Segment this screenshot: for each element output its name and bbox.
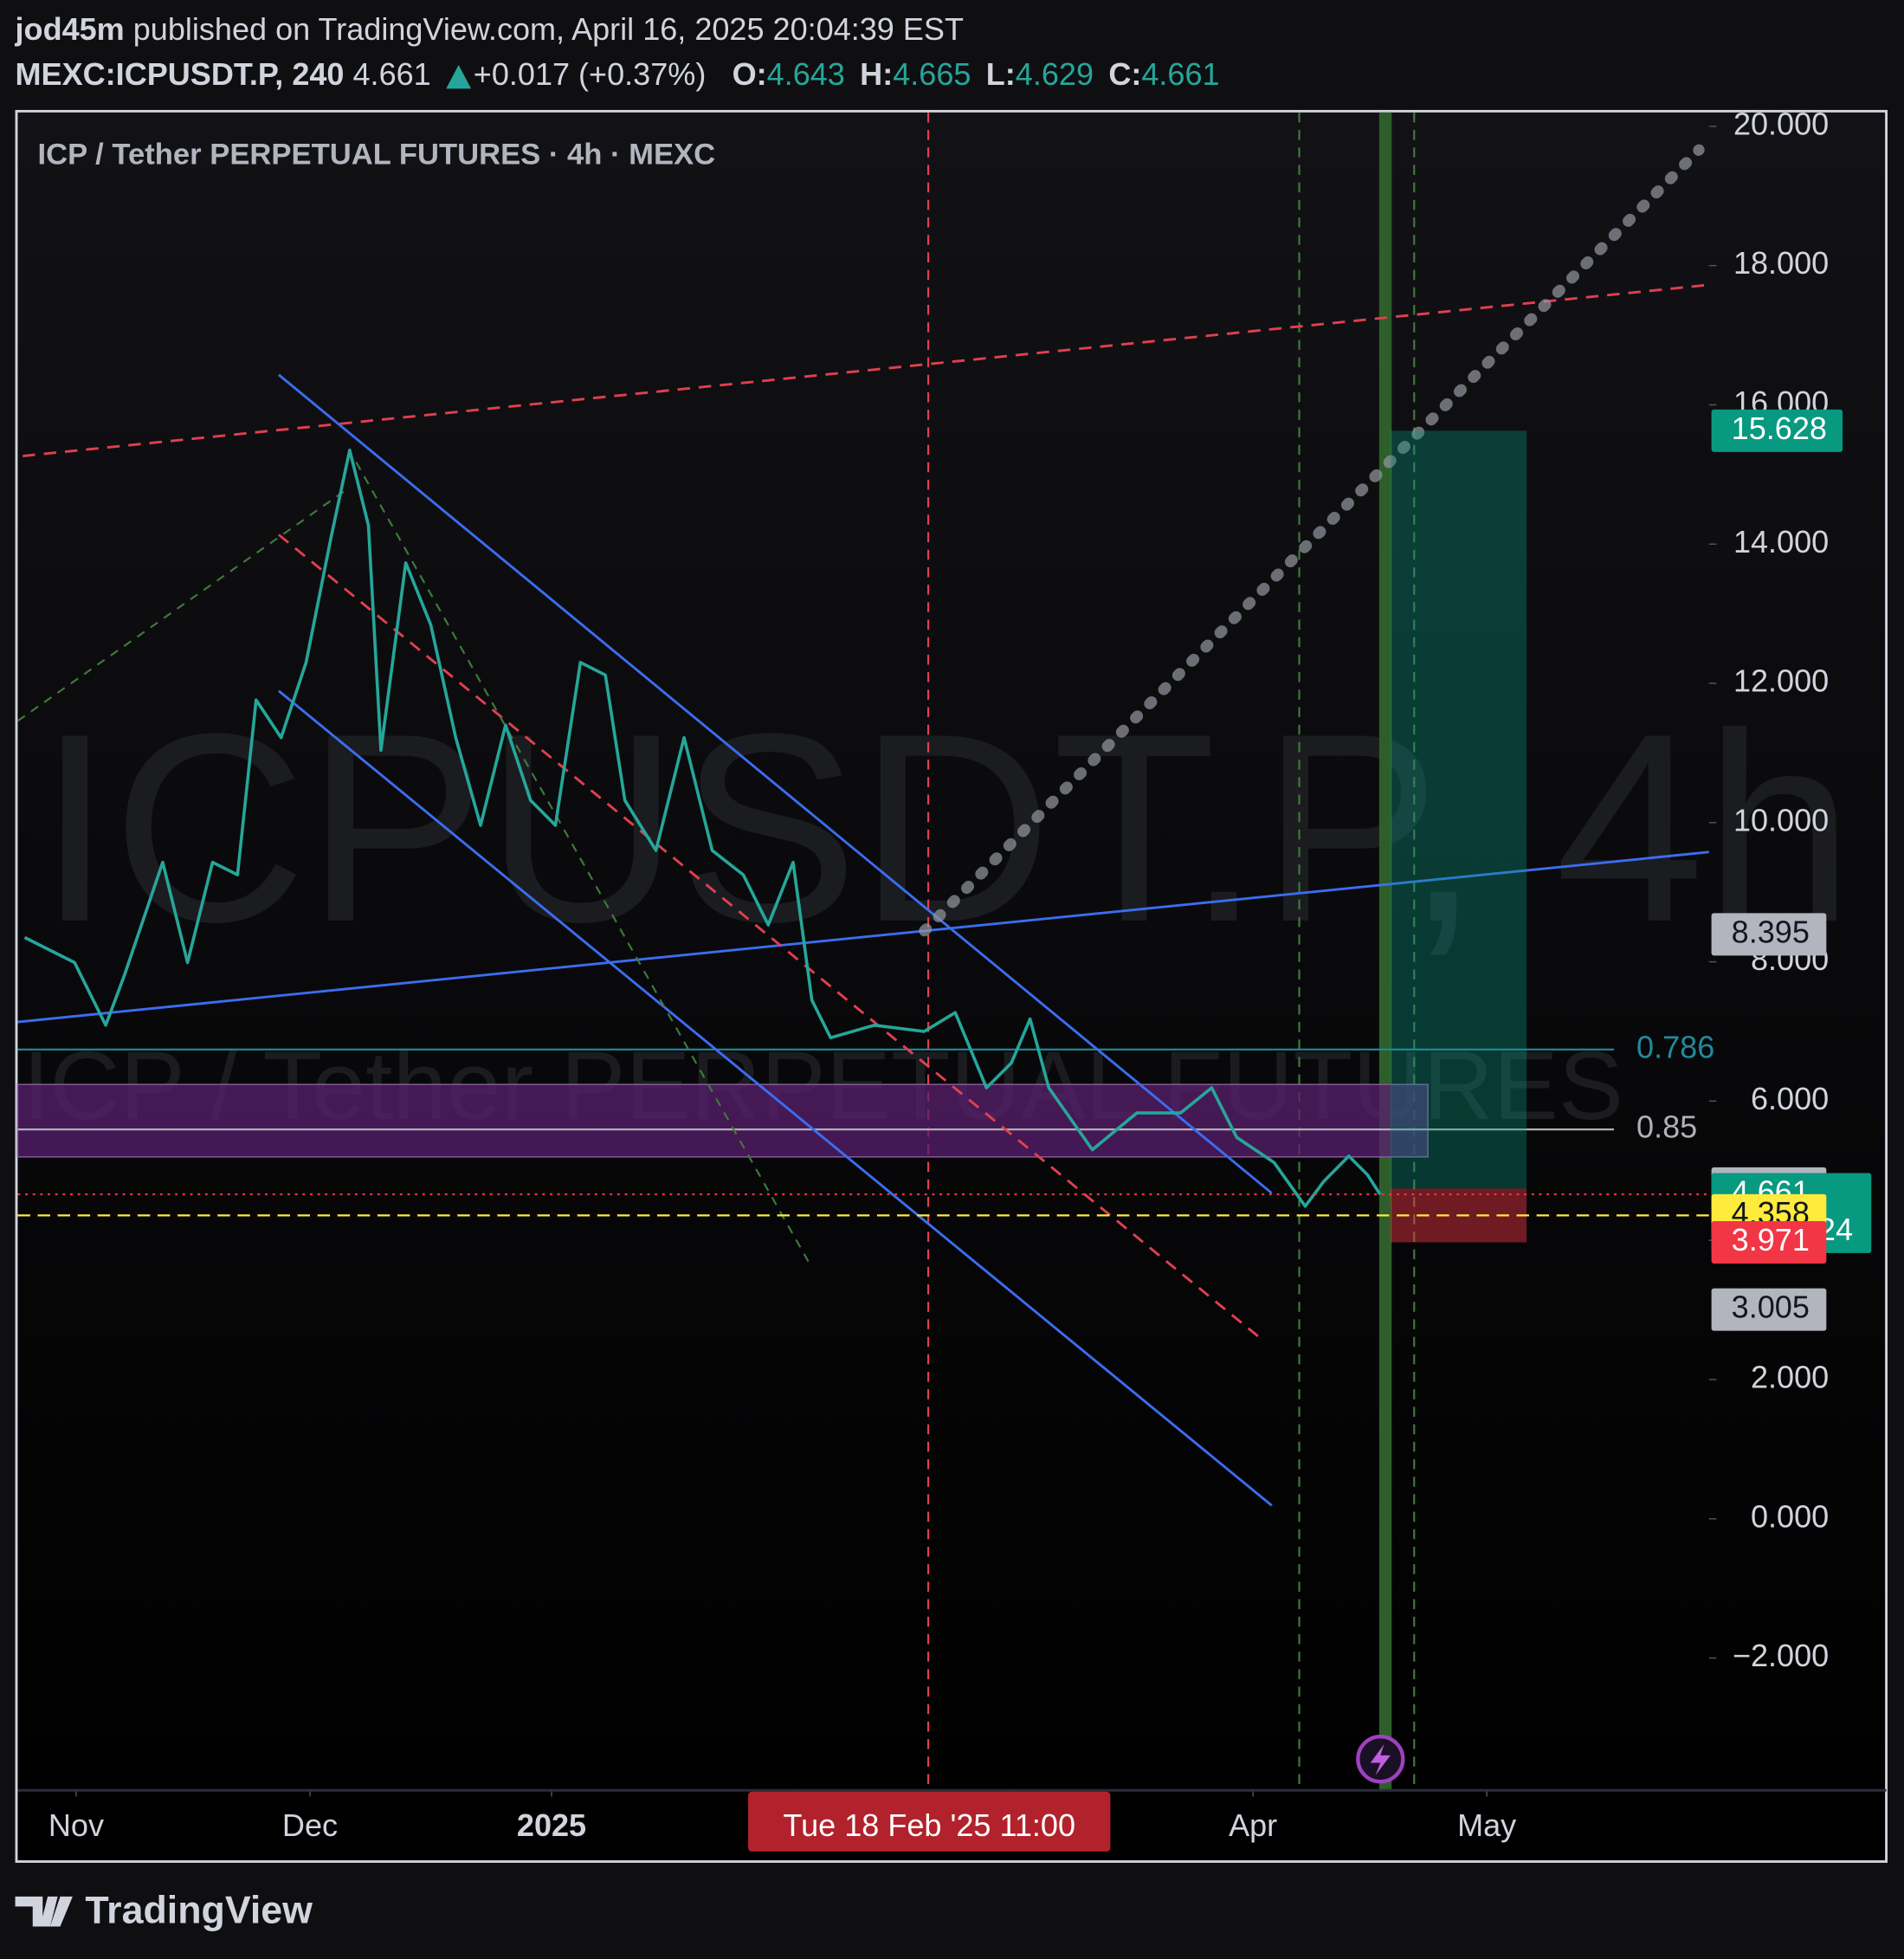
price-label: 8.395 (1732, 914, 1810, 949)
x-tick-label: May (1457, 1807, 1516, 1843)
ohlc-key: O: (733, 56, 767, 92)
publish-line: jod45m published on TradingView.com, Apr… (15, 11, 964, 47)
chart-frame (15, 109, 1888, 1863)
x-tick-label: 2025 (517, 1807, 586, 1843)
channel-line (278, 373, 1273, 1194)
ohlc-text: O:4.643 H:4.665 L:4.629 C:4.661 (733, 56, 1220, 92)
logo-mark (15, 1896, 73, 1927)
ohlc-key: L: (986, 56, 1016, 92)
y-tick-label: 6.000 (1751, 1081, 1829, 1116)
watermark: ICPUSDT.P, 4h (38, 677, 1854, 978)
channel-line (278, 689, 1273, 1507)
y-tick-label: 0.000 (1751, 1498, 1829, 1534)
lightning (1370, 1743, 1391, 1775)
ohlc-key: C: (1108, 56, 1141, 92)
fib-label: 0.786 (1636, 1029, 1714, 1064)
y-tick-label: 10.000 (1733, 802, 1829, 837)
price-label: 3.005 (1732, 1290, 1810, 1325)
x-tick-label: Nov (48, 1807, 104, 1843)
logo: TradingView (15, 1889, 313, 1931)
fib-trend (355, 462, 813, 1269)
ohlc-value: 4.665 (893, 56, 971, 92)
ohlc-value: 4.643 (767, 56, 845, 92)
price-line (23, 448, 1382, 1208)
x-tick-label: Dec (282, 1807, 338, 1843)
published: published on TradingView.com, April 16, … (133, 11, 964, 47)
chart-title: ICP / Tether PERPETUAL FUTURES · 4h · ME… (38, 138, 716, 171)
plot (17, 430, 1712, 1243)
price-label: 15.628 (1732, 411, 1827, 446)
ohlc-key: H: (860, 56, 893, 92)
zone (16, 1083, 1429, 1158)
crosshair-label: Tue 18 Feb '25 11:00 (783, 1807, 1075, 1843)
y-tick-label: 18.000 (1733, 245, 1829, 281)
x-tick-label: Apr (1229, 1807, 1277, 1843)
y-tick-label: 20.000 (1733, 106, 1829, 141)
trend-line (17, 850, 1709, 1024)
y-tick-label: 12.000 (1733, 663, 1829, 699)
ohlc-value: 4.629 (1016, 56, 1094, 92)
logo-text: TradingView (85, 1889, 313, 1931)
vertical-band (1378, 112, 1392, 1791)
price-label-bg (1711, 913, 1827, 956)
change: +0.017 (+0.37%) (474, 56, 707, 92)
symbol-line: MEXC:ICPUSDT.P, 240 4.661 +0.017 (+0.37%) (16, 56, 707, 92)
price-label-bg (1711, 1288, 1827, 1331)
price-label: 3.971 (1732, 1222, 1810, 1258)
last-price: 4.661 (353, 56, 431, 92)
trend-line (23, 283, 1709, 457)
target-zone (1390, 430, 1527, 1189)
axis: −2.0000.0002.0004.0006.0008.00010.00012.… (38, 106, 1872, 1852)
ohlc: O:4.643 H:4.665 L:4.629 C:4.661 (733, 56, 1220, 92)
price-label-bg (1711, 1220, 1827, 1264)
ohlc-value: 4.661 (1141, 56, 1219, 92)
y-tick-label: 14.000 (1733, 524, 1829, 559)
projection (919, 144, 1705, 937)
fib-label: 0.85 (1636, 1109, 1697, 1145)
symbol: MEXC:ICPUSDT.P, 240 (16, 56, 345, 92)
up-arrow (446, 65, 472, 89)
author: jod45m (15, 11, 125, 47)
crosshair-label-bg (748, 1791, 1111, 1852)
fib-trend (16, 486, 351, 722)
y-tick-label: −2.000 (1733, 1638, 1829, 1673)
price-label-bg (1711, 409, 1843, 452)
y-tick-label: 2.000 (1751, 1359, 1829, 1394)
